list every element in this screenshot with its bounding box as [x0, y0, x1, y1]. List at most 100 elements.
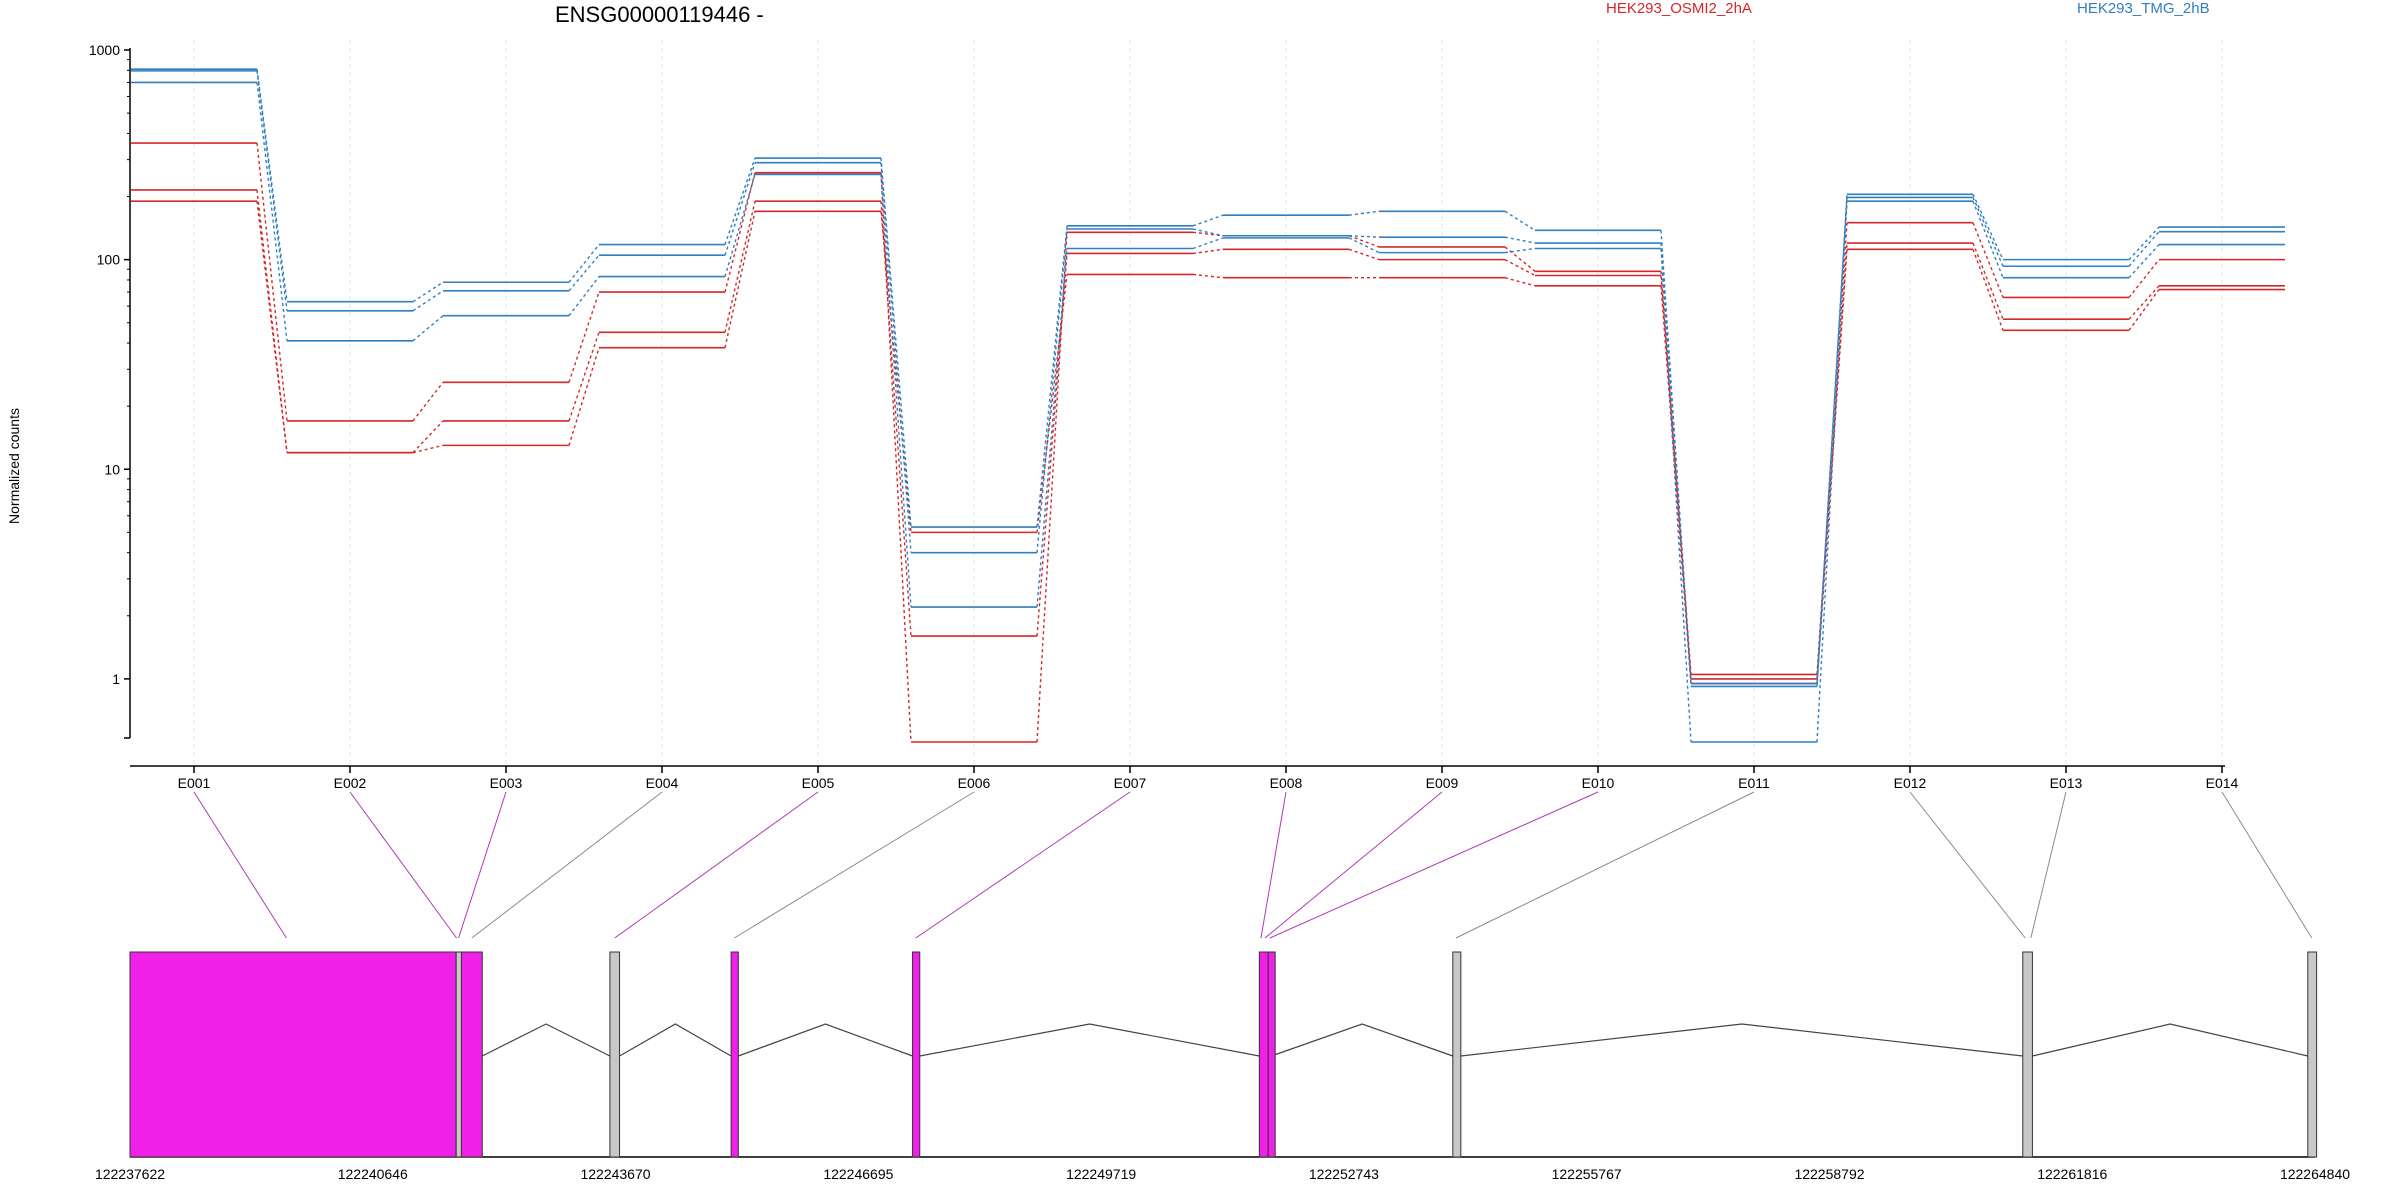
series-connector: [1972, 222, 2004, 298]
series-connector: [1192, 214, 1224, 227]
intron-line: [1271, 1023, 1454, 1057]
bin-link: [614, 791, 819, 939]
chart-title: ENSG00000119446 -: [555, 2, 764, 27]
legend-entry-tmg: HEK293_TMG_2hB: [2077, 0, 2210, 17]
exon-block: [2022, 951, 2033, 1158]
bin-link: [734, 791, 975, 939]
series-connector: [880, 211, 912, 533]
series-connector: [412, 290, 444, 312]
genomic-tick-label: 122240646: [338, 1166, 408, 1182]
intron-line: [738, 1023, 913, 1057]
series-connector: [568, 276, 600, 317]
exon-block: [609, 951, 621, 1158]
x-tick-label: E009: [1426, 775, 1459, 791]
series-connector: [880, 174, 912, 608]
series-connector: [568, 244, 600, 283]
series-connector: [1816, 194, 1848, 684]
series-connector: [2128, 231, 2160, 267]
series-connector: [1348, 237, 1380, 254]
x-tick-label: E007: [1114, 775, 1147, 791]
series-connector: [568, 254, 600, 292]
x-tick-label: E001: [178, 775, 211, 791]
series-connector: [2128, 285, 2160, 320]
series-connector: [1192, 237, 1224, 250]
series-connector: [256, 70, 288, 311]
series-connector: [724, 201, 756, 333]
series-connector: [1192, 228, 1224, 237]
series-connector: [1972, 249, 2004, 331]
axis-layer: 1000 100 10 1 E001 E002 E003 E004 E005 E006 E007 E0…: [89, 42, 2239, 791]
exon-block: [1258, 951, 1269, 1158]
series-connector: [1348, 248, 1380, 261]
series-connector: [256, 142, 288, 422]
x-tick-label: E012: [1894, 775, 1927, 791]
y-tick-label: 10: [104, 461, 120, 477]
x-tick-label: E010: [1582, 775, 1615, 791]
x-tick-label: E014: [2206, 775, 2239, 791]
series-connector: [1660, 230, 1692, 684]
series-connector: [412, 420, 444, 454]
x-tick-label: E002: [334, 775, 367, 791]
bin-link: [1909, 791, 2026, 939]
exon-block: [1452, 951, 1462, 1158]
genomic-tick-label: 122258792: [1794, 1166, 1864, 1182]
series-connector: [1348, 235, 1380, 238]
gene-model-layer: 122237622 122240646 122243670 122246695 1222…: [95, 951, 2350, 1182]
series-connector: [1972, 242, 2004, 320]
exon-block: [460, 951, 483, 1158]
series-connector: [880, 201, 912, 637]
exon-block: [129, 951, 457, 1158]
series-connector: [1348, 210, 1380, 216]
series-connector: [2128, 226, 2160, 261]
series-connector: [1504, 246, 1536, 272]
intron-line: [619, 1023, 732, 1057]
bin-link: [915, 791, 1131, 939]
x-tick-label: E004: [646, 775, 679, 791]
series-connector: [1504, 247, 1536, 254]
bin-link: [458, 791, 507, 939]
x-tick-label: E003: [490, 775, 523, 791]
series-connector: [1348, 235, 1380, 248]
series-connector: [412, 315, 444, 342]
y-tick-label: 100: [97, 252, 121, 268]
series-connector: [568, 347, 600, 446]
y-tick-label: 1000: [89, 42, 120, 58]
series-connector: [412, 281, 444, 303]
series-connector: [568, 291, 600, 383]
bin-link: [1260, 791, 1287, 939]
bin-link: [2030, 791, 2067, 939]
link-layer: [193, 791, 2313, 939]
series-connector: [256, 82, 288, 341]
exon-block: [1267, 951, 1276, 1158]
intron-line: [919, 1023, 1260, 1057]
y-tick-label: 1: [112, 671, 120, 687]
series-connector: [1036, 228, 1068, 553]
x-tick-label: E008: [1270, 775, 1303, 791]
genomic-tick-label: 122249719: [1066, 1166, 1136, 1182]
genomic-tick-label: 122264840: [2280, 1166, 2350, 1182]
series-connector: [724, 172, 756, 293]
series-connector: [1504, 236, 1536, 244]
series-connector: [1972, 197, 2004, 267]
series-layer: [131, 68, 2285, 743]
series-connector: [724, 162, 756, 256]
genomic-tick-label: 122255767: [1552, 1166, 1622, 1182]
series-connector: [1192, 273, 1224, 279]
grid-layer: [193, 40, 2223, 766]
series-connector: [880, 158, 912, 528]
bin-link: [1264, 791, 1443, 939]
series-connector: [2128, 289, 2160, 331]
intron-line: [481, 1023, 611, 1057]
exon-block: [912, 951, 921, 1158]
series-connector: [2128, 244, 2160, 279]
legend-entry-osmi2: HEK293_OSMI2_2hA: [1606, 0, 1752, 17]
series-connector: [412, 444, 444, 454]
exon-block: [730, 951, 739, 1158]
x-tick-label: E013: [2050, 775, 2083, 791]
x-tick-label: E005: [802, 775, 835, 791]
series-connector: [1036, 232, 1068, 743]
bin-link: [1269, 791, 1599, 939]
series-connector: [1660, 248, 1692, 743]
